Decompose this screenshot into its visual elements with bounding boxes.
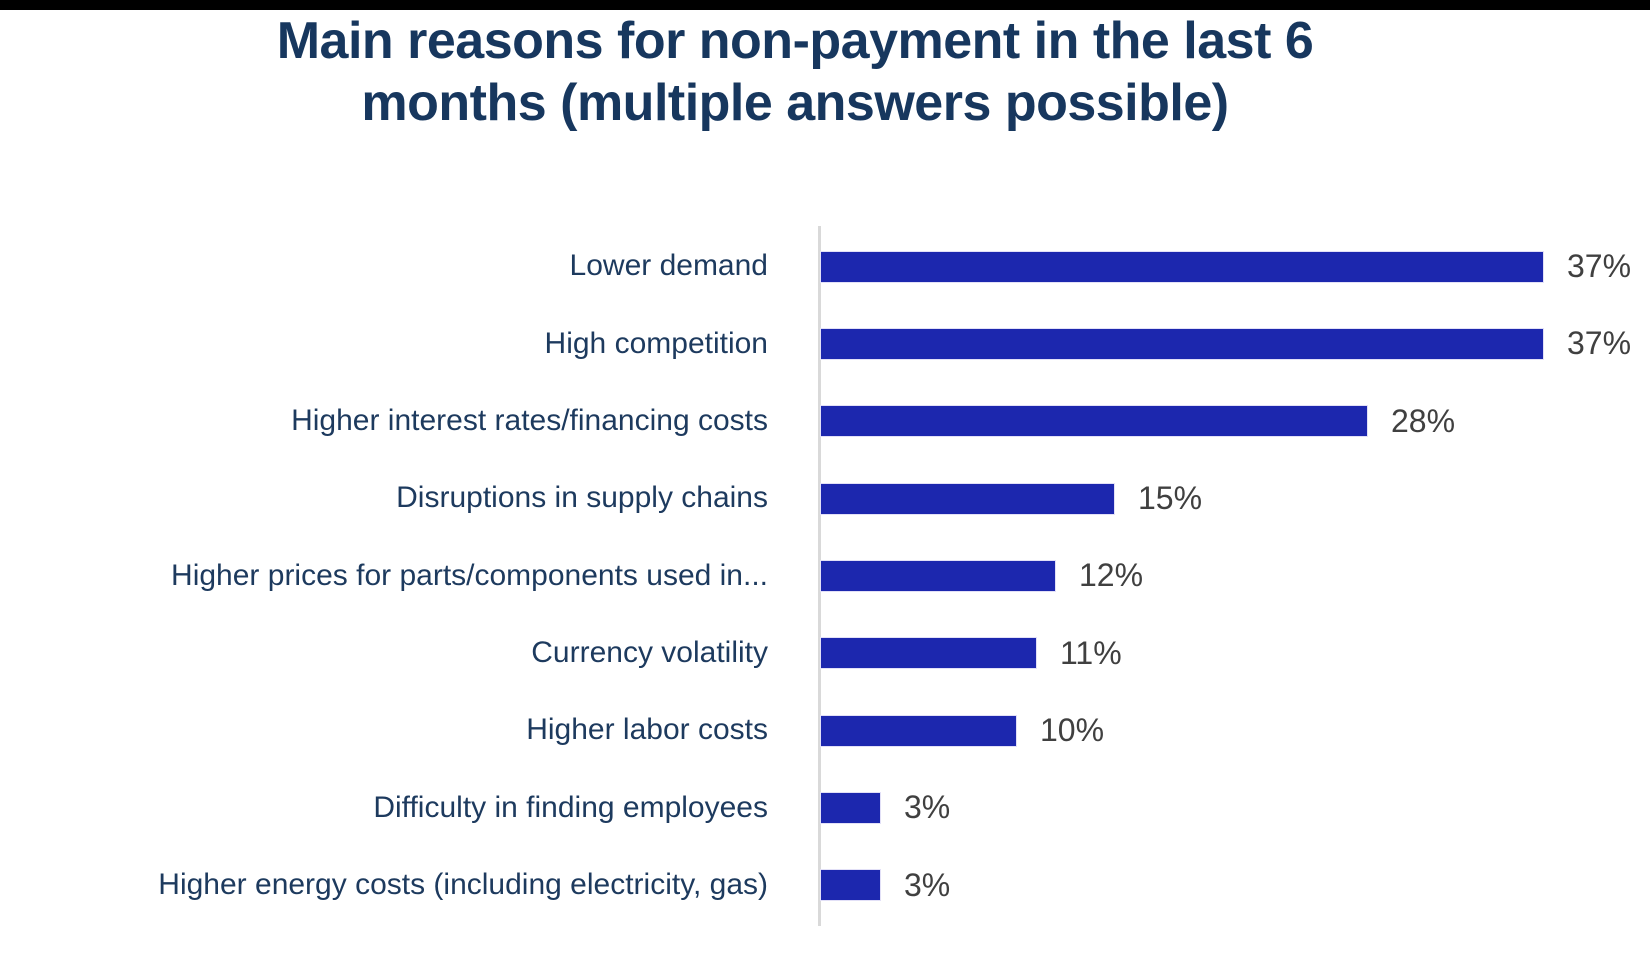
bar-cell: 3% <box>794 867 1650 904</box>
chart-row: Lower demand 37% <box>0 228 1650 305</box>
category-label: Higher prices for parts/components used … <box>171 558 768 592</box>
category-label: Higher energy costs (including electrici… <box>158 868 768 902</box>
top-border-bar <box>0 0 1650 10</box>
value-label: 11% <box>1060 634 1122 671</box>
bar <box>821 715 1016 746</box>
chart-row: Higher interest rates/financing costs 28… <box>0 383 1650 460</box>
bar-cell: 12% <box>794 557 1650 594</box>
bar <box>821 328 1543 359</box>
bar <box>821 406 1367 437</box>
value-label: 12% <box>1079 557 1144 594</box>
category-axis-line <box>818 226 821 926</box>
chart-row: Disruptions in supply chains 15% <box>0 460 1650 537</box>
bar-cell: 37% <box>794 248 1650 285</box>
bar-cell: 11% <box>794 635 1650 672</box>
value-label: 28% <box>1391 402 1456 439</box>
value-label: 10% <box>1040 712 1105 749</box>
chart-row: Difficulty in finding employees 3% <box>0 769 1650 846</box>
category-label: Disruptions in supply chains <box>396 481 768 515</box>
chart-row: Higher energy costs (including electrici… <box>0 847 1650 924</box>
bar-cell: 28% <box>794 403 1650 440</box>
bar-cell: 15% <box>794 480 1650 517</box>
bar-cell: 37% <box>794 325 1650 362</box>
category-label: Higher labor costs <box>526 713 768 747</box>
chart-row: Higher prices for parts/components used … <box>0 537 1650 614</box>
chart-row: Higher labor costs 10% <box>0 692 1650 769</box>
bar <box>821 792 880 823</box>
chart-title-line2: months (multiple answers possible) <box>361 74 1229 132</box>
category-label: Difficulty in finding employees <box>373 790 768 824</box>
value-label: 3% <box>904 866 951 903</box>
bar <box>821 638 1036 669</box>
chart-title-line1: Main reasons for non-payment in the last… <box>276 12 1314 70</box>
plot-area: Lower demand 37% High competition 37% Hi… <box>0 226 1650 926</box>
bar <box>821 560 1055 591</box>
category-label: Lower demand <box>569 249 768 283</box>
chart-row: High competition 37% <box>0 305 1650 382</box>
bar <box>821 870 880 901</box>
bar-cell: 3% <box>794 789 1650 826</box>
category-label: High competition <box>544 326 768 360</box>
chart-row: Currency volatility 11% <box>0 615 1650 692</box>
category-label: Currency volatility <box>531 636 768 670</box>
value-label: 37% <box>1567 248 1632 285</box>
value-label: 3% <box>904 789 951 826</box>
value-label: 15% <box>1138 480 1203 517</box>
bar <box>821 251 1543 282</box>
category-label: Higher interest rates/financing costs <box>291 404 768 438</box>
bar <box>821 483 1114 514</box>
chart-title: Main reasons for non-payment in the last… <box>0 10 1590 134</box>
bar-rows: Lower demand 37% High competition 37% Hi… <box>0 228 1650 924</box>
bar-cell: 10% <box>794 712 1650 749</box>
value-label: 37% <box>1567 325 1632 362</box>
